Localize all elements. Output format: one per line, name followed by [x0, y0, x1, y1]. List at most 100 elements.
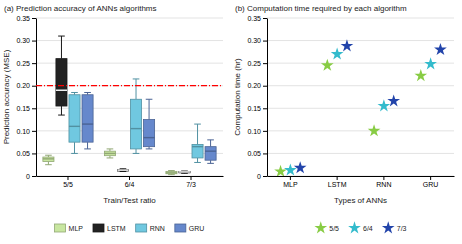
median — [205, 150, 216, 151]
whisker-cap — [207, 163, 214, 164]
tick-label: 0.35 — [247, 15, 261, 22]
tick-label: 0.25 — [247, 60, 261, 67]
whisker-cap — [194, 124, 201, 125]
box-body — [69, 95, 80, 142]
legend-swatch — [55, 224, 66, 232]
axis-line — [36, 19, 37, 177]
legend-label: 6/4 — [363, 225, 373, 232]
whisker-cap — [146, 148, 153, 149]
tick-mark — [263, 108, 267, 109]
grid-line — [36, 130, 223, 131]
box — [56, 36, 67, 115]
tick-mark — [32, 63, 36, 64]
legend-label: LSTM — [107, 225, 126, 232]
whisker — [61, 106, 62, 115]
point — [331, 47, 344, 59]
box-body — [117, 170, 128, 171]
legend-item: 6/4 — [348, 221, 373, 233]
x-tick: GRU — [423, 176, 439, 188]
box — [104, 149, 115, 158]
tick-mark — [263, 131, 267, 132]
legend-swatch — [136, 224, 147, 232]
reference-line — [36, 85, 223, 86]
legend-label: GRU — [189, 225, 205, 232]
y-tick: 0.20 — [16, 82, 36, 89]
grid-line — [267, 40, 454, 41]
tick-mark — [191, 176, 192, 180]
grid-line — [267, 108, 454, 109]
whisker — [149, 99, 150, 119]
tick-label: 0.30 — [247, 37, 261, 44]
tick-label: LSTM — [328, 181, 347, 188]
tick-label: 0.30 — [16, 37, 30, 44]
y-tick: 0.25 — [247, 60, 267, 67]
x-axis-label: Types of ANNs — [334, 196, 387, 205]
point — [368, 124, 381, 136]
whisker-cap — [146, 99, 153, 100]
whisker — [74, 142, 75, 153]
point — [284, 163, 297, 175]
whisker — [136, 79, 137, 99]
box-series — [82, 92, 216, 163]
x-tick: LSTM — [328, 176, 347, 188]
y-tick: 0.15 — [16, 105, 36, 112]
tick-mark — [67, 176, 68, 180]
box — [166, 171, 177, 175]
tick-mark — [32, 131, 36, 132]
legend-item: 5/5 — [314, 221, 339, 233]
whisker-cap — [71, 92, 78, 93]
whisker-cap — [45, 164, 52, 165]
y-tick: 0.05 — [247, 150, 267, 157]
whisker-cap — [168, 174, 175, 175]
box-body — [130, 99, 141, 149]
tick-mark — [263, 86, 267, 87]
whisker-cap — [133, 78, 140, 79]
whisker-cap — [58, 115, 65, 116]
tick-mark — [337, 176, 338, 180]
whisker-cap — [207, 139, 214, 140]
legend-swatch — [314, 221, 327, 233]
legend-item: RNN — [136, 224, 165, 232]
x-axis-label: Train/Test ratio — [103, 196, 156, 205]
y-axis: 00.050.100.150.200.250.300.35 — [16, 15, 36, 180]
tick-label: GRU — [423, 181, 439, 188]
grid-line — [267, 18, 454, 19]
box-body — [166, 171, 177, 173]
axis-line — [268, 176, 455, 177]
grid-line — [36, 40, 223, 41]
tick-label: 0.10 — [16, 128, 30, 135]
whisker-cap — [133, 153, 140, 154]
legend: MLPLSTMRNNGRU — [55, 224, 205, 232]
tick-label: 5/5 — [63, 181, 73, 188]
tick-label: 0.10 — [247, 128, 261, 135]
tick-mark — [430, 176, 431, 180]
y-tick: 0.10 — [16, 128, 36, 135]
legend-swatch — [348, 221, 361, 233]
legend: 5/56/47/3 — [314, 221, 406, 233]
tick-mark — [32, 18, 36, 19]
box-body — [192, 144, 203, 158]
marks — [274, 39, 447, 176]
x-tick: RNN — [376, 176, 391, 188]
tick-label: 0.25 — [16, 60, 30, 67]
grid-line — [267, 130, 454, 131]
tick-mark — [32, 108, 36, 109]
grid — [267, 18, 454, 176]
y-tick: 0 — [26, 173, 36, 180]
box — [205, 140, 216, 163]
box-body — [179, 171, 190, 172]
y-axis: 00.050.100.150.200.250.300.35 — [247, 15, 267, 180]
box-body — [205, 147, 216, 161]
grid-line — [267, 153, 454, 154]
median — [144, 137, 155, 138]
box-series — [56, 36, 190, 173]
median — [166, 172, 177, 173]
whisker-cap — [107, 148, 114, 149]
tick-label: 0.05 — [247, 150, 261, 157]
y-tick: 0.10 — [247, 128, 267, 135]
panel: (a) Prediction accuracy of ANNs algorith… — [2, 4, 224, 232]
plot-area: 00.050.100.150.200.250.300.35MLPLSTMRNNG… — [233, 15, 455, 205]
point — [341, 39, 354, 51]
box-series — [69, 79, 203, 163]
tick-label: 0.35 — [16, 15, 30, 22]
